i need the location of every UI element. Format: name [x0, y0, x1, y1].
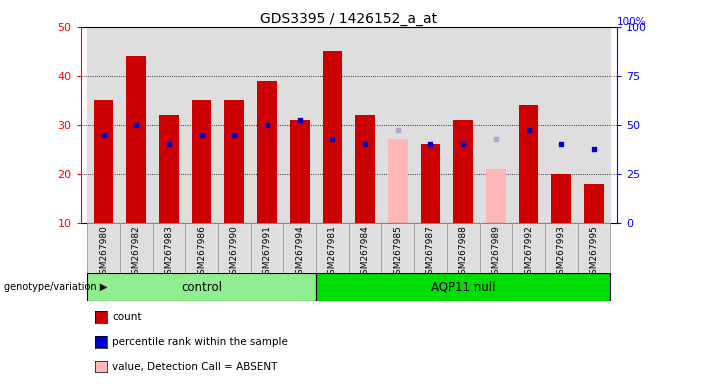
Bar — [584, 184, 604, 223]
Text: genotype/variation ▶: genotype/variation ▶ — [4, 282, 107, 292]
Bar — [479, 27, 512, 223]
Bar — [316, 223, 349, 273]
Text: GSM267985: GSM267985 — [393, 225, 402, 280]
Bar — [552, 174, 571, 223]
Bar — [447, 27, 479, 223]
Text: GSM267987: GSM267987 — [426, 225, 435, 280]
Bar — [185, 27, 218, 223]
Text: GSM267993: GSM267993 — [557, 225, 566, 280]
Bar — [218, 27, 251, 223]
Text: GSM267989: GSM267989 — [491, 225, 501, 280]
Bar — [87, 27, 120, 223]
Bar — [290, 120, 310, 223]
Bar — [519, 105, 538, 223]
Bar — [87, 273, 316, 301]
Bar — [159, 115, 179, 223]
Text: GSM267992: GSM267992 — [524, 225, 533, 280]
Bar — [316, 27, 349, 223]
Bar — [283, 27, 316, 223]
Bar — [545, 223, 578, 273]
Bar — [381, 27, 414, 223]
Bar — [257, 81, 277, 223]
Bar — [185, 223, 218, 273]
Bar — [355, 115, 375, 223]
Bar — [512, 223, 545, 273]
Bar — [388, 139, 407, 223]
Bar — [414, 27, 447, 223]
Text: GSM267982: GSM267982 — [132, 225, 141, 280]
Bar — [153, 27, 185, 223]
Bar — [192, 100, 212, 223]
Text: 100%: 100% — [617, 17, 646, 27]
Text: GSM267994: GSM267994 — [295, 225, 304, 280]
Text: GSM267983: GSM267983 — [165, 225, 173, 280]
Title: GDS3395 / 1426152_a_at: GDS3395 / 1426152_a_at — [260, 12, 437, 26]
Bar — [349, 223, 381, 273]
Bar — [251, 223, 283, 273]
Text: GSM267981: GSM267981 — [328, 225, 337, 280]
Bar — [224, 100, 244, 223]
Bar — [120, 27, 153, 223]
Text: percentile rank within the sample: percentile rank within the sample — [112, 337, 288, 347]
Text: count: count — [112, 312, 142, 322]
Text: GSM267990: GSM267990 — [230, 225, 239, 280]
Bar — [578, 223, 611, 273]
Bar — [578, 27, 611, 223]
Text: GSM267995: GSM267995 — [590, 225, 599, 280]
Bar — [316, 273, 611, 301]
Bar — [153, 223, 185, 273]
Text: GSM267991: GSM267991 — [262, 225, 271, 280]
Bar — [545, 27, 578, 223]
Bar — [251, 27, 283, 223]
Bar — [126, 56, 146, 223]
Bar — [421, 144, 440, 223]
Bar — [454, 120, 473, 223]
Text: GSM267980: GSM267980 — [99, 225, 108, 280]
Bar — [87, 223, 120, 273]
Text: GSM267986: GSM267986 — [197, 225, 206, 280]
Bar — [381, 223, 414, 273]
Bar — [94, 100, 114, 223]
Bar — [447, 223, 479, 273]
Bar — [349, 27, 381, 223]
Text: GSM267988: GSM267988 — [458, 225, 468, 280]
Bar — [218, 223, 251, 273]
Bar — [414, 223, 447, 273]
Bar — [283, 223, 316, 273]
Text: control: control — [181, 281, 222, 293]
Text: AQP11 null: AQP11 null — [431, 281, 496, 293]
Bar — [120, 223, 153, 273]
Bar — [479, 223, 512, 273]
Text: GSM267984: GSM267984 — [360, 225, 369, 280]
Bar — [322, 51, 342, 223]
Text: value, Detection Call = ABSENT: value, Detection Call = ABSENT — [112, 362, 278, 372]
Bar — [486, 169, 505, 223]
Bar — [512, 27, 545, 223]
